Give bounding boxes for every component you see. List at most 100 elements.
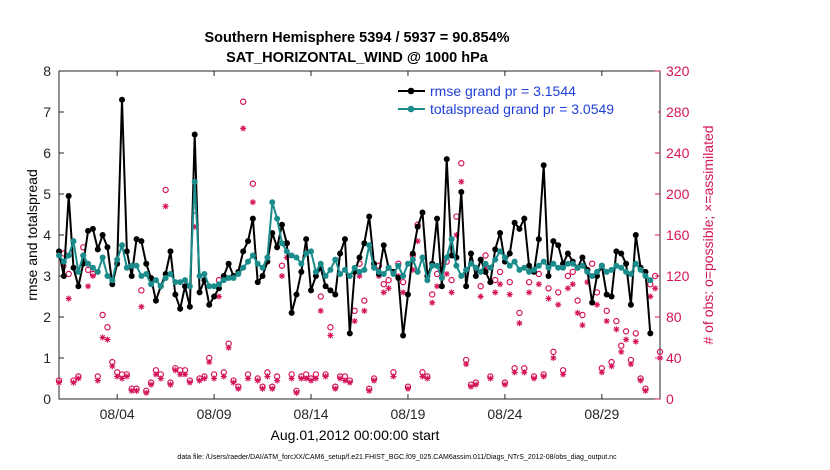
series-point-spread-112 bbox=[598, 262, 605, 269]
series-point-spread-38 bbox=[240, 264, 247, 271]
chart-marks bbox=[55, 96, 664, 396]
series-point-rmse-118 bbox=[627, 301, 634, 308]
obs-assimilated-point-56 bbox=[327, 332, 334, 339]
series-point-rmse-40 bbox=[249, 215, 256, 222]
series-point-spread-91 bbox=[497, 248, 504, 255]
series-point-spread-93 bbox=[506, 262, 513, 269]
series-point-spread-60 bbox=[346, 273, 353, 279]
series-point-spread-114 bbox=[608, 266, 615, 273]
series-point-rmse-17 bbox=[138, 238, 145, 245]
series-point-rmse-85 bbox=[467, 250, 474, 257]
series-point-spread-82 bbox=[453, 262, 460, 269]
series-point-rmse-14 bbox=[123, 248, 130, 255]
series-point-rmse-103 bbox=[555, 242, 562, 249]
obs-assimilated-point-69 bbox=[390, 373, 397, 380]
series-point-rmse-38 bbox=[240, 248, 247, 255]
series-point-rmse-99 bbox=[535, 236, 542, 243]
y-axis-left-label: rmse and totalspread bbox=[24, 169, 40, 301]
series-point-rmse-102 bbox=[550, 238, 557, 245]
footnote: data file: /Users/raeder/DAI/ATM_forcXX/… bbox=[177, 454, 617, 461]
obs-assimilated-point-94 bbox=[511, 369, 518, 376]
series-point-spread-12 bbox=[114, 256, 121, 263]
series-point-rmse-78 bbox=[434, 215, 441, 222]
x-tick-label-2: 08/14 bbox=[294, 406, 329, 422]
obs-assimilated-point-44 bbox=[269, 385, 276, 392]
series-point-spread-19 bbox=[148, 281, 155, 288]
obs-possible-point-83 bbox=[458, 160, 465, 167]
obs-assimilated-point-72 bbox=[404, 385, 411, 392]
x-tick-label-4: 08/24 bbox=[487, 406, 522, 422]
series-point-rmse-55 bbox=[322, 283, 329, 290]
obs-assimilated-point-111 bbox=[593, 301, 600, 308]
series-point-rmse-0 bbox=[56, 248, 62, 255]
obs-assimilated-point-30 bbox=[201, 375, 208, 382]
series-point-spread-63 bbox=[361, 266, 368, 273]
y-right-tick-label-6: 240 bbox=[666, 145, 690, 161]
series-point-rmse-116 bbox=[618, 250, 625, 257]
series-point-rmse-100 bbox=[540, 162, 547, 169]
series-point-rmse-31 bbox=[206, 301, 213, 308]
obs-assimilated-point-102 bbox=[550, 355, 557, 361]
obs-assimilated-point-120 bbox=[637, 377, 644, 384]
obs-assimilated-point-61 bbox=[351, 318, 358, 325]
series-point-spread-103 bbox=[555, 264, 562, 271]
series-point-rmse-64 bbox=[366, 213, 373, 220]
series-point-spread-33 bbox=[215, 281, 222, 288]
series-point-spread-109 bbox=[584, 268, 591, 275]
series-point-spread-58 bbox=[337, 270, 344, 277]
series-point-spread-43 bbox=[264, 254, 271, 261]
series-point-spread-79 bbox=[438, 275, 445, 282]
y-left-tick-label-7: 7 bbox=[43, 104, 51, 120]
obs-assimilated-point-13 bbox=[119, 375, 126, 382]
obs-assimilated-point-24 bbox=[172, 367, 179, 374]
series-point-rmse-49 bbox=[293, 291, 300, 298]
series-point-rmse-58 bbox=[337, 250, 344, 257]
obs-assimilated-point-39 bbox=[245, 375, 252, 382]
obs-possible-point-119 bbox=[632, 330, 639, 337]
series-point-rmse-2 bbox=[65, 193, 72, 200]
series-point-rmse-111 bbox=[593, 273, 600, 279]
series-point-spread-47 bbox=[283, 248, 290, 255]
series-point-spread-14 bbox=[123, 264, 130, 271]
obs-assimilated-point-10 bbox=[104, 336, 111, 343]
obs-possible-point-40 bbox=[249, 180, 257, 187]
obs-assimilated-point-75 bbox=[419, 373, 426, 380]
series-point-spread-40 bbox=[249, 252, 256, 259]
series-point-rmse-83 bbox=[458, 188, 465, 195]
series-point-spread-8 bbox=[94, 268, 101, 275]
obs-possible-point-87 bbox=[477, 283, 484, 290]
series-point-spread-87 bbox=[477, 268, 484, 275]
obs-assimilated-point-48 bbox=[288, 375, 295, 382]
series-point-rmse-113 bbox=[603, 291, 610, 298]
obs-assimilated-point-116 bbox=[618, 348, 625, 355]
series-point-spread-105 bbox=[564, 260, 571, 267]
obs-assimilated-point-93 bbox=[506, 291, 513, 298]
series-point-spread-6 bbox=[85, 260, 92, 267]
obs-possible-point-110 bbox=[588, 260, 596, 267]
series-point-spread-31 bbox=[206, 283, 213, 290]
series-point-spread-122 bbox=[647, 277, 654, 284]
series-point-rmse-87 bbox=[477, 256, 484, 263]
obs-assimilated-point-77 bbox=[429, 299, 436, 306]
obs-assimilated-point-119 bbox=[632, 338, 639, 345]
series-point-rmse-25 bbox=[177, 305, 184, 312]
obs-assimilated-point-6 bbox=[85, 283, 92, 290]
obs-assimilated-point-31 bbox=[206, 359, 213, 366]
obs-assimilated-point-92 bbox=[501, 381, 508, 388]
obs-assimilated-point-45 bbox=[274, 377, 281, 384]
obs-assimilated-point-87 bbox=[477, 293, 484, 300]
obs-possible-point-1 bbox=[60, 250, 68, 257]
series-point-rmse-18 bbox=[143, 260, 150, 267]
series-point-spread-0 bbox=[56, 252, 62, 259]
series-point-rmse-13 bbox=[119, 96, 126, 103]
series-point-spread-62 bbox=[356, 268, 363, 275]
series-point-spread-56 bbox=[327, 266, 334, 273]
series-point-spread-67 bbox=[380, 270, 387, 277]
series-point-spread-106 bbox=[569, 260, 576, 267]
obs-assimilated-point-99 bbox=[535, 281, 542, 288]
obs-assimilated-point-118 bbox=[627, 361, 634, 368]
obs-assimilated-point-95 bbox=[516, 320, 523, 327]
obs-possible-point-93 bbox=[506, 278, 513, 286]
series-point-spread-11 bbox=[109, 277, 116, 284]
series-point-spread-107 bbox=[574, 264, 581, 271]
